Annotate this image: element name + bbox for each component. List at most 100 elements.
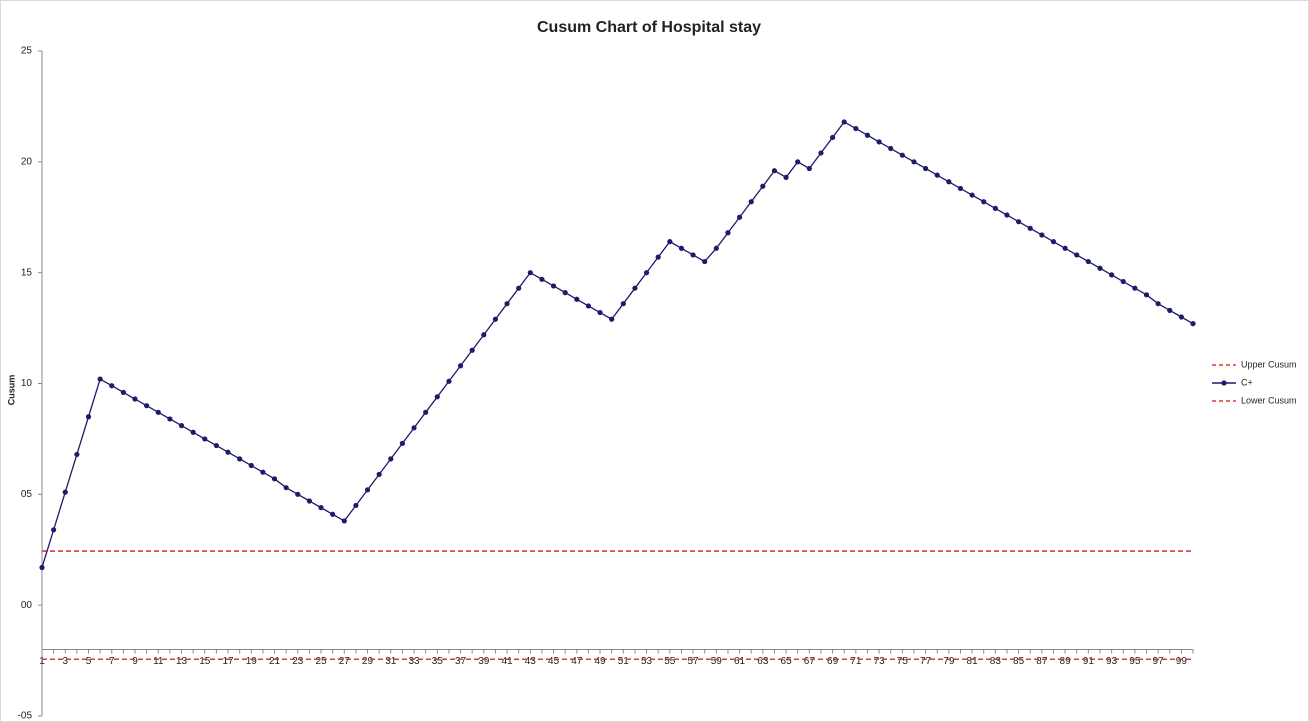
data-point xyxy=(469,347,475,353)
x-tick-label: 29 xyxy=(362,656,374,667)
y-tick-label: 00 xyxy=(21,600,33,611)
data-point xyxy=(539,276,545,282)
data-point xyxy=(562,290,568,296)
x-tick-label: 33 xyxy=(408,656,420,667)
data-point xyxy=(271,476,278,482)
data-point xyxy=(818,150,824,156)
x-tick-label: 27 xyxy=(339,656,351,667)
x-tick-label: 85 xyxy=(1013,656,1025,667)
data-point xyxy=(1132,285,1138,291)
y-axis-label: Cusum xyxy=(6,375,16,406)
data-point xyxy=(1027,225,1033,231)
x-tick-label: 77 xyxy=(920,656,932,667)
data-point xyxy=(795,159,801,165)
data-point xyxy=(771,168,778,174)
x-tick-label: 93 xyxy=(1106,656,1118,667)
data-point xyxy=(457,363,464,369)
x-tick-label: 89 xyxy=(1060,656,1072,667)
x-tick-label: 95 xyxy=(1129,656,1141,667)
data-point xyxy=(62,489,68,495)
data-point xyxy=(957,185,964,192)
x-tick-label: 57 xyxy=(688,656,700,667)
x-tick-label: 71 xyxy=(850,656,862,667)
x-tick-label: 5 xyxy=(86,656,92,667)
data-point xyxy=(946,179,952,185)
x-tick-label: 21 xyxy=(269,656,281,667)
data-point xyxy=(1074,252,1080,258)
data-point xyxy=(376,471,382,477)
data-point xyxy=(120,389,126,395)
data-point xyxy=(492,316,499,322)
data-point xyxy=(1085,258,1091,265)
data-point xyxy=(678,245,685,251)
x-tick-label: 59 xyxy=(711,656,723,667)
data-point xyxy=(423,409,429,415)
x-tick-label: 9 xyxy=(132,656,138,667)
x-tick-label: 91 xyxy=(1083,656,1095,667)
data-point xyxy=(690,252,696,258)
data-point xyxy=(620,301,626,307)
chart-title: Cusum Chart of Hospital stay xyxy=(537,19,761,36)
x-tick-label: 79 xyxy=(943,656,955,667)
data-point xyxy=(725,230,731,236)
data-point xyxy=(1167,307,1173,313)
data-point xyxy=(864,132,871,138)
x-tick-label: 83 xyxy=(990,656,1002,667)
data-point xyxy=(1178,314,1184,320)
data-point xyxy=(667,239,673,245)
data-point xyxy=(829,134,836,141)
data-point xyxy=(806,165,812,172)
x-tick-label: 7 xyxy=(109,656,115,667)
data-point xyxy=(1004,212,1010,218)
data-point xyxy=(74,451,80,458)
x-tick-label: 41 xyxy=(501,656,513,667)
x-tick-label: 49 xyxy=(594,656,606,667)
data-point xyxy=(632,285,638,291)
x-tick-label: 51 xyxy=(618,656,630,667)
data-point xyxy=(876,139,882,145)
x-tick-label: 55 xyxy=(664,656,676,667)
data-point xyxy=(353,502,359,509)
data-point xyxy=(748,199,754,205)
data-point xyxy=(922,165,929,172)
data-point xyxy=(981,199,987,205)
data-point xyxy=(144,403,150,409)
x-tick-label: 53 xyxy=(641,656,653,667)
data-point xyxy=(1016,219,1022,225)
x-tick-label: 17 xyxy=(222,656,234,667)
y-tick-label: 15 xyxy=(21,267,33,278)
data-point xyxy=(527,270,533,276)
data-point xyxy=(702,258,708,265)
data-point xyxy=(434,394,440,400)
legend-label: Lower Cusum xyxy=(1241,395,1297,405)
y-tick-label: -05 xyxy=(18,711,33,722)
y-tick-label: 20 xyxy=(21,156,33,167)
data-point xyxy=(411,425,417,431)
data-point xyxy=(1097,265,1103,271)
data-point xyxy=(178,423,185,429)
legend-marker xyxy=(1221,380,1227,386)
legend-label: C+ xyxy=(1241,377,1253,387)
data-point xyxy=(318,505,324,511)
data-point xyxy=(85,414,92,420)
x-tick-label: 1 xyxy=(39,656,45,667)
data-point xyxy=(504,301,510,307)
data-point xyxy=(341,518,347,524)
x-tick-label: 37 xyxy=(455,656,467,667)
data-point xyxy=(388,456,394,462)
data-point xyxy=(760,183,766,189)
data-point xyxy=(213,442,219,449)
x-tick-label: 11 xyxy=(153,656,164,667)
data-point xyxy=(155,409,161,415)
data-point xyxy=(713,245,719,251)
x-tick-label: 15 xyxy=(199,656,211,667)
data-point xyxy=(783,174,789,180)
data-point xyxy=(597,309,603,316)
data-point xyxy=(574,296,580,302)
data-point xyxy=(1190,321,1196,327)
data-point xyxy=(516,285,522,291)
x-tick-label: 75 xyxy=(897,656,909,667)
data-point xyxy=(330,511,336,517)
x-tick-label: 25 xyxy=(315,656,327,667)
